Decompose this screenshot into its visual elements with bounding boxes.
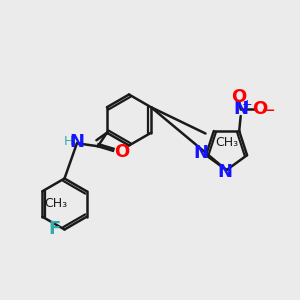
Text: −: − — [260, 102, 275, 120]
Text: O: O — [114, 143, 130, 161]
Text: F: F — [49, 220, 61, 238]
Text: CH₃: CH₃ — [44, 197, 67, 210]
Text: O: O — [232, 88, 247, 106]
Text: N: N — [218, 163, 232, 181]
Text: O: O — [252, 100, 267, 118]
Text: N: N — [233, 100, 248, 118]
Text: N: N — [193, 144, 208, 162]
Text: H: H — [64, 135, 73, 148]
Text: CH₃: CH₃ — [215, 136, 238, 149]
Text: N: N — [69, 133, 84, 151]
Text: +: + — [242, 98, 253, 110]
